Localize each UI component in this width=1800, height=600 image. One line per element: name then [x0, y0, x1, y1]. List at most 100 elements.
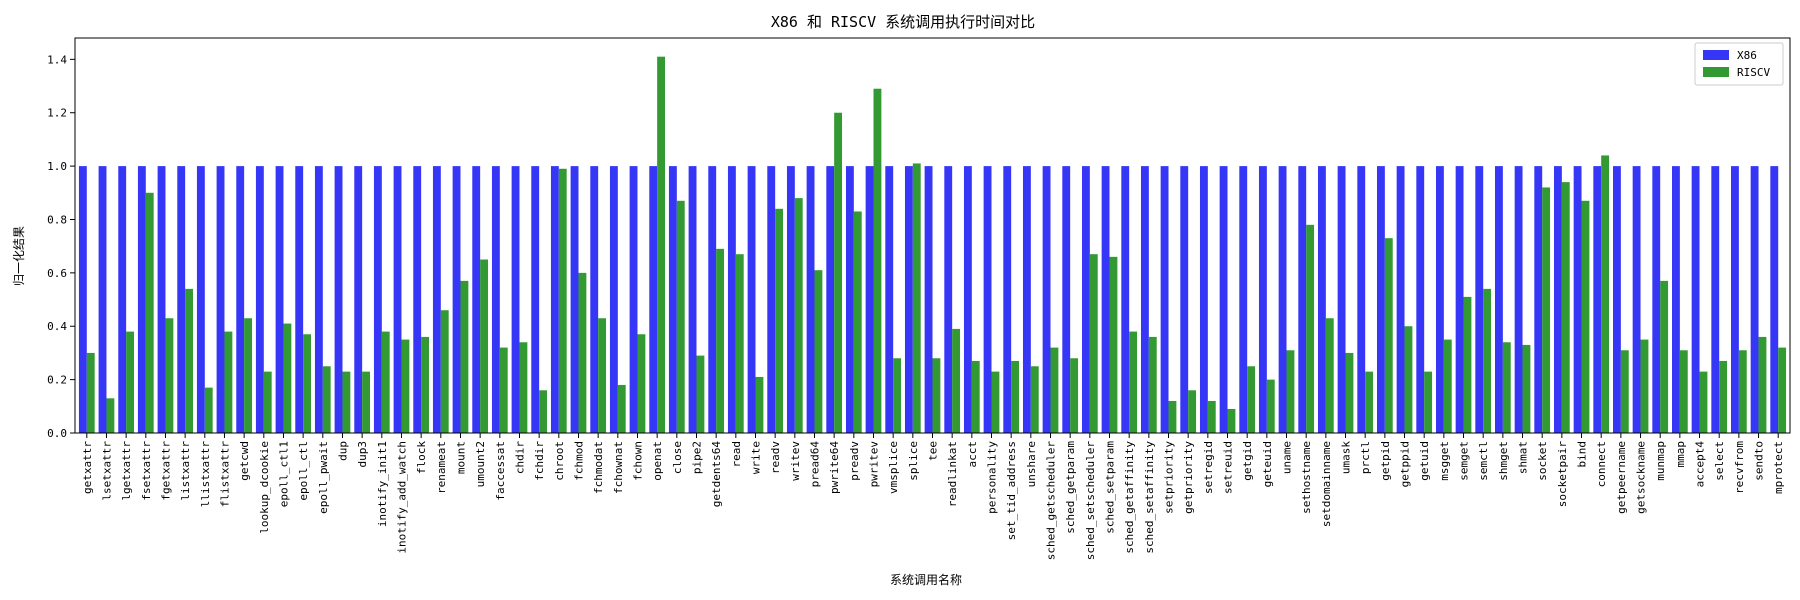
- bar-x86-recvfrom: [1730, 166, 1739, 434]
- bar-x86-personality: [983, 166, 992, 434]
- x-tick-label: msgget: [1438, 441, 1451, 481]
- bar-x86-fgetxattr: [157, 166, 166, 434]
- bar-x86-listxattr: [177, 166, 186, 434]
- bar-x86-fchmodat: [590, 166, 599, 434]
- bar-riscv-readv: [775, 208, 784, 433]
- x-tick-label: mmap: [1674, 441, 1687, 468]
- bar-x86-dup: [334, 166, 343, 434]
- y-tick-label: 1.2: [47, 107, 67, 120]
- bar-x86-sched-setscheduler: [1081, 166, 1090, 434]
- x-tick-label: llistxattr: [199, 441, 212, 508]
- bar-x86-read: [727, 166, 736, 434]
- bar-riscv-geteuid: [1266, 379, 1275, 433]
- x-tick-label: tee: [927, 441, 940, 461]
- bar-riscv-sched-setaffinity: [1148, 336, 1157, 433]
- x-tick-label: sched_setaffinity: [1143, 441, 1156, 554]
- bar-riscv-sethostname: [1306, 224, 1315, 433]
- bar-x86-llistxattr: [196, 166, 205, 434]
- x-tick-label: pipe2: [690, 441, 703, 474]
- bar-x86-munmap: [1652, 166, 1661, 434]
- legend-swatch-riscv: [1703, 67, 1729, 77]
- bar-x86-getuid: [1416, 166, 1425, 434]
- legend-swatch-x86: [1703, 50, 1729, 60]
- x-tick-label: chroot: [553, 441, 566, 481]
- bar-x86-bind: [1573, 166, 1582, 434]
- bar-x86-flock: [413, 166, 422, 434]
- bar-x86-pipe2: [688, 166, 697, 434]
- bar-riscv-splice: [912, 163, 921, 433]
- x-tick-label: fchmod: [572, 441, 585, 481]
- bar-riscv-mmap: [1679, 350, 1688, 433]
- bar-x86-getgid: [1239, 166, 1248, 434]
- bar-x86-mount: [452, 166, 461, 434]
- bar-riscv-socket: [1542, 187, 1551, 433]
- plot-frame: [74, 37, 1791, 434]
- x-tick-label: pwrite64: [828, 441, 841, 494]
- bar-riscv-fchown: [637, 334, 646, 433]
- x-tick-label: setpriority: [1163, 441, 1176, 514]
- x-tick-label: renameat: [435, 441, 448, 494]
- bar-riscv-socketpair: [1561, 182, 1570, 433]
- x-tick-label: faccessat: [494, 441, 507, 501]
- bar-x86-sched-getparam: [1062, 166, 1071, 434]
- x-tick-label: getpriority: [1182, 441, 1195, 514]
- bar-x86-fchownat: [609, 166, 618, 434]
- bar-x86-getdents64: [708, 166, 717, 434]
- x-tick-label: listxattr: [179, 441, 192, 501]
- bar-riscv-fgetxattr: [165, 318, 174, 433]
- bar-x86-fchmod: [570, 166, 579, 434]
- bar-x86-semctl: [1475, 166, 1484, 434]
- x-tick-label: semctl: [1477, 441, 1490, 481]
- x-tick-label: readv: [769, 441, 782, 474]
- bar-riscv-getdents64: [716, 248, 725, 433]
- bar-x86-geteuid: [1258, 166, 1267, 434]
- bar-riscv-pipe2: [696, 355, 705, 433]
- x-tick-label: getcwd: [238, 441, 251, 481]
- x-tick-label: close: [671, 441, 684, 474]
- bar-x86-getppid: [1396, 166, 1405, 434]
- x-tick-label: geteuid: [1261, 441, 1274, 487]
- x-tick-label: accept4: [1694, 441, 1707, 488]
- bar-x86-getpeername: [1612, 166, 1621, 434]
- bar-riscv-personality: [991, 371, 1000, 433]
- bar-x86-fchown: [629, 166, 638, 434]
- bar-riscv-getsockname: [1640, 339, 1649, 433]
- bar-x86-acct: [963, 166, 972, 434]
- x-tick-label: flistxattr: [218, 441, 231, 508]
- y-tick-label: 0.0: [47, 427, 67, 440]
- bar-riscv-epoll-pwait: [322, 366, 331, 433]
- bar-x86-mprotect: [1770, 166, 1779, 434]
- x-tick-label: lsetxattr: [100, 441, 113, 501]
- bar-x86-getcwd: [236, 166, 245, 434]
- x-tick-label: getuid: [1418, 441, 1431, 481]
- x-tick-label: mprotect: [1772, 441, 1785, 494]
- bar-riscv-fchownat: [617, 384, 626, 433]
- bar-riscv-mprotect: [1778, 347, 1787, 433]
- x-tick-label: sendto: [1753, 441, 1766, 481]
- bar-riscv-uname: [1286, 350, 1295, 433]
- chart-title: X86 和 RISCV 系统调用执行时间对比: [771, 13, 1035, 31]
- plot-area: 0.0 0.2 0.4 0.6 0.8 1.0 1.2 1.4 getxattr lsetxatt…: [47, 53, 1787, 560]
- bar-x86-epoll-ctl1: [275, 166, 284, 434]
- bar-riscv-fsetxattr: [145, 192, 154, 433]
- bar-riscv-fchmodat: [598, 318, 607, 433]
- bar-riscv-connect: [1601, 155, 1610, 433]
- bar-x86-epoll-pwait: [314, 166, 323, 434]
- bar-x86-umount2: [472, 166, 481, 434]
- x-tick-label: acct: [966, 441, 979, 468]
- bar-x86-uname: [1278, 166, 1287, 434]
- x-tick-label: getsockname: [1635, 441, 1648, 514]
- x-tick-label: mount: [454, 441, 467, 474]
- x-tick-label: readlinkat: [946, 441, 959, 507]
- y-tick-label: 0.6: [47, 267, 67, 280]
- bar-x86-write: [747, 166, 756, 434]
- bar-riscv-shmget: [1502, 342, 1511, 433]
- bar-riscv-preadv: [853, 211, 862, 433]
- bar-riscv-getpeername: [1620, 350, 1629, 433]
- bar-riscv-close: [676, 200, 685, 433]
- x-tick-label: getgid: [1241, 441, 1254, 481]
- bar-riscv-write: [755, 376, 764, 433]
- bar-riscv-bind: [1581, 200, 1590, 433]
- bar-riscv-pwrite64: [834, 112, 843, 433]
